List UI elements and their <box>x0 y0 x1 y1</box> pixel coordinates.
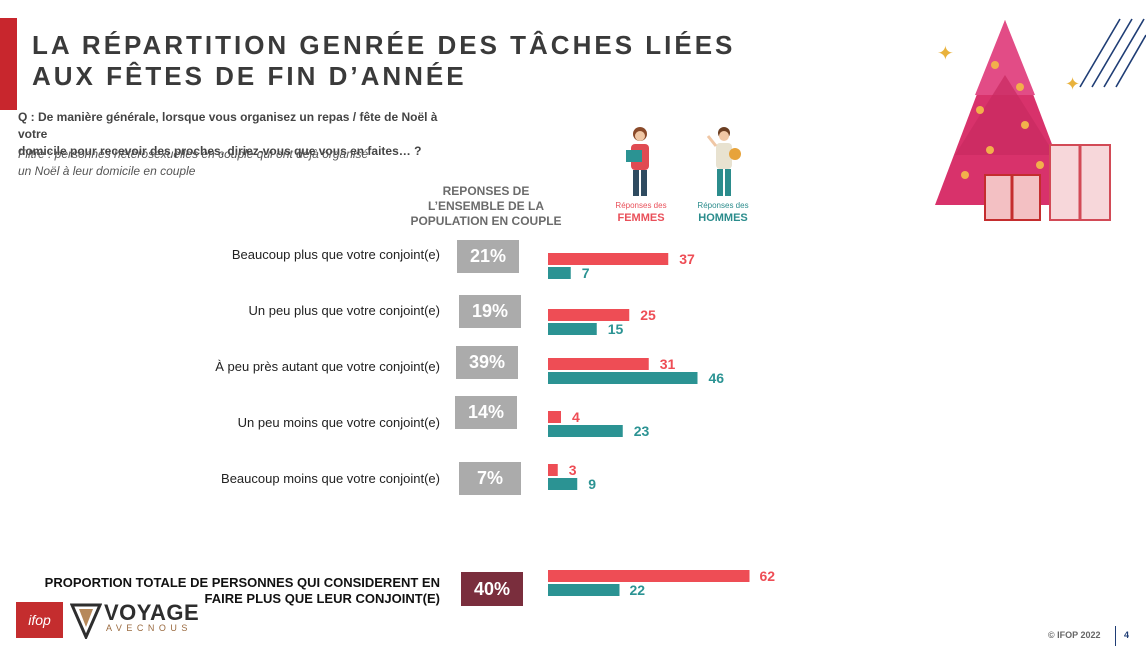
footer-divider <box>1115 626 1116 646</box>
population-header-line-2: L’ENSEMBLE DE LA <box>427 199 544 213</box>
total-men-bar <box>548 584 620 596</box>
women-bar <box>548 309 630 321</box>
legend-men-label: HOMMES <box>698 212 748 224</box>
population-value-box: 14% <box>455 396 517 429</box>
population-header: REPONSES DE L’ENSEMBLE DE LA POPULATION … <box>405 184 567 229</box>
question-text: Q : De manière générale, lorsque vous or… <box>18 109 468 160</box>
page-title: LA RÉPARTITION GENRÉE DES TÂCHES LIÉES A… <box>32 30 752 92</box>
population-header-line-1: REPONSES DE <box>442 184 530 198</box>
filter-line-1: Filtre : personnes hétérosexuelles en co… <box>18 147 369 161</box>
bar-value-label: 9 <box>588 476 596 492</box>
question-line-1: Q : De manière générale, lorsque vous or… <box>18 110 438 141</box>
decorative-lines <box>1079 18 1146 88</box>
total-label-line-2: FAIRE PLUS QUE LEUR CONJOINT(E) <box>204 591 440 606</box>
category-label: Beaucoup plus que votre conjoint(e) <box>231 247 440 262</box>
legend-women-small: Réponses des <box>615 201 667 210</box>
legend-women: Réponses des FEMMES <box>608 200 674 224</box>
bar-value-label: 23 <box>634 423 650 439</box>
category-label: À peu près autant que votre conjoint(e) <box>215 359 440 374</box>
accent-strip <box>0 18 17 110</box>
bar-value-label: 15 <box>608 321 624 337</box>
bar-value-label: 25 <box>640 307 656 323</box>
bar-value-label: 22 <box>630 582 646 598</box>
bar-value-label: 31 <box>660 356 676 372</box>
title-line-2: AUX FÊTES DE FIN D’ANNÉE <box>32 61 467 91</box>
legend-men-small: Réponses des <box>697 201 749 210</box>
page-number: 4 <box>1124 630 1130 640</box>
question-line-2: domicile pour recevoir des proches, diri… <box>18 144 422 158</box>
ifop-logo: ifop <box>16 602 63 638</box>
filter-text: Filtre : personnes hétérosexuelles en co… <box>18 146 418 180</box>
bar-value-label: 62 <box>760 568 776 584</box>
category-label: Beaucoup moins que votre conjoint(e) <box>221 471 440 486</box>
total-label-line-1: PROPORTION TOTALE DE PERSONNES QUI CONSI… <box>44 575 440 590</box>
men-bar <box>548 267 571 279</box>
men-bar <box>548 372 698 384</box>
christmas-tree-illustration: ✦ ✦ <box>935 18 1146 221</box>
bar-value-label: 46 <box>709 370 725 386</box>
star-icon: ✦ <box>937 41 954 65</box>
bar-value-label: 37 <box>679 251 695 267</box>
copyright: © IFOP 2022 <box>1048 630 1101 640</box>
category-label: Un peu plus que votre conjoint(e) <box>248 303 440 318</box>
voyage-logo-text: VOYAGE <box>104 600 200 625</box>
women-bar <box>548 358 649 370</box>
man-icon <box>706 127 741 196</box>
women-bar <box>548 253 669 265</box>
star-icon: ✦ <box>1065 74 1080 95</box>
population-header-line-3: POPULATION EN COUPLE <box>410 214 562 228</box>
men-bar <box>548 478 578 490</box>
legend-men: Réponses des HOMMES <box>690 200 756 224</box>
voyage-logo-mark <box>70 603 102 639</box>
women-bar <box>548 464 558 476</box>
bar-value-label: 7 <box>582 265 590 281</box>
woman-icon <box>626 127 649 196</box>
total-label: PROPORTION TOTALE DE PERSONNES QUI CONSI… <box>20 575 440 607</box>
title-line-1: LA RÉPARTITION GENRÉE DES TÂCHES LIÉES <box>32 30 736 60</box>
total-population-box: 40% <box>461 572 523 606</box>
women-bar <box>548 411 561 423</box>
population-value-box: 7% <box>459 462 521 495</box>
legend-women-label: FEMMES <box>617 212 665 224</box>
category-label: Un peu moins que votre conjoint(e) <box>237 415 440 430</box>
men-bar <box>548 323 597 335</box>
population-value-box: 39% <box>456 346 518 379</box>
men-bar <box>548 425 623 437</box>
bar-value-label: 3 <box>569 462 577 478</box>
population-value-box: 19% <box>459 295 521 328</box>
voyage-logo-subtext: AVECNOUS <box>106 623 192 633</box>
filter-line-2: un Noël à leur domicile en couple <box>18 164 196 178</box>
bar-value-label: 4 <box>572 409 580 425</box>
total-women-bar <box>548 570 750 582</box>
population-value-box: 21% <box>457 240 519 273</box>
